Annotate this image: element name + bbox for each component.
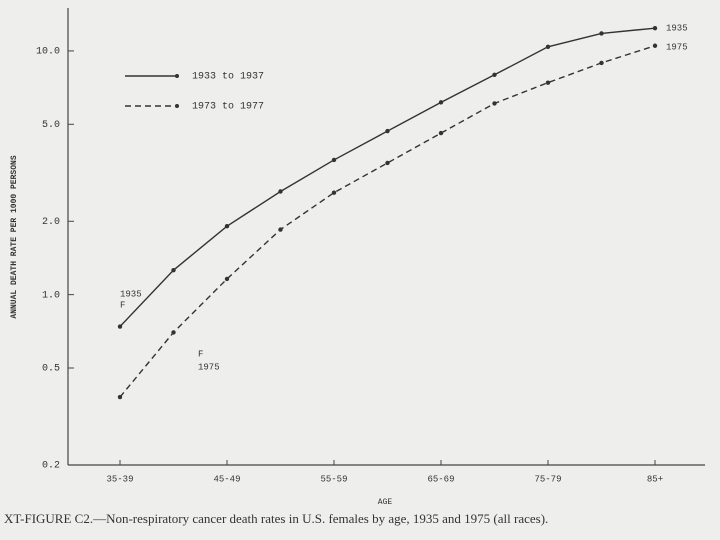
point (599, 60, 604, 66)
x-tick-label: 85+ (647, 474, 663, 484)
point (171, 267, 176, 273)
point (492, 101, 497, 106)
x-tick-label: 55-59 (320, 474, 347, 484)
x-tick-label: 65-69 (427, 474, 454, 484)
annotation: 1935 (666, 23, 688, 33)
legend-marker (175, 104, 179, 108)
point (492, 72, 497, 78)
point (599, 31, 604, 36)
y-tick-label: 2.0 (42, 217, 60, 228)
point (652, 43, 658, 48)
y-tick-label: 0.2 (42, 461, 60, 472)
annotation: F (198, 349, 203, 359)
point (438, 130, 444, 136)
legend-label: 1973 to 1977 (192, 102, 264, 113)
point (224, 223, 230, 229)
point (331, 190, 337, 195)
point (278, 227, 283, 232)
point (278, 189, 283, 194)
annotation: 1975 (666, 42, 688, 52)
point (652, 25, 658, 31)
point (171, 330, 176, 335)
legend-marker (175, 74, 179, 78)
y-tick-label: 5.0 (42, 120, 60, 131)
y-tick-label: 10.0 (36, 47, 60, 58)
point (117, 394, 123, 400)
y-tick-label: 0.5 (42, 364, 60, 375)
annotation: 1975 (198, 362, 220, 372)
caption: XT-FIGURE C2.—Non-respiratory cancer dea… (4, 511, 548, 526)
series-line (119, 45, 656, 398)
point (117, 324, 123, 329)
x-tick-label: 75-79 (534, 474, 561, 484)
x-tick-label: 35-39 (106, 474, 133, 484)
point (545, 44, 551, 49)
point (224, 276, 230, 282)
x-tick-label: 45-49 (213, 474, 240, 484)
legend-label: 1933 to 1937 (192, 72, 264, 83)
x-axis-label: AGE (378, 498, 393, 507)
point (545, 80, 551, 85)
y-axis-label: ANNUAL DEATH RATE PER 1000 PERSONS (10, 155, 19, 318)
point (331, 157, 337, 163)
y-tick-label: 1.0 (42, 290, 60, 301)
point (385, 160, 390, 166)
point (385, 128, 390, 134)
annotation: 1935 (120, 289, 142, 299)
annotation: F (120, 300, 125, 310)
point (438, 100, 444, 105)
